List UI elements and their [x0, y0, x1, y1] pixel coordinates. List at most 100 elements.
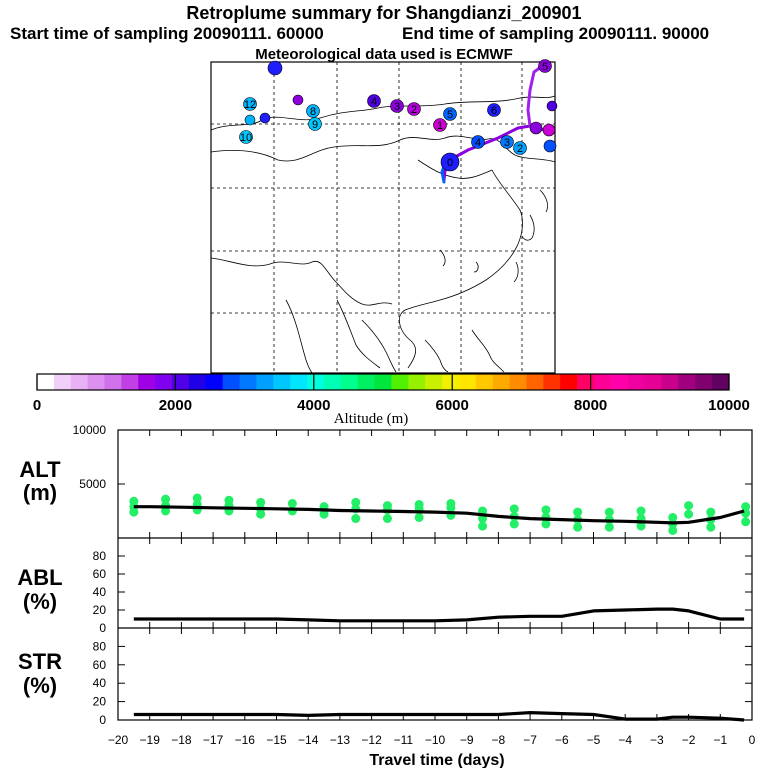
x-tick-label: −16	[235, 733, 256, 747]
colorbar-cell	[593, 374, 612, 390]
y-tick-label: 10000	[73, 423, 107, 437]
map-marker-label: 5	[447, 109, 453, 121]
colorbar-cell	[661, 374, 679, 390]
alt-scatter-point	[604, 507, 614, 517]
map-marker	[440, 152, 460, 172]
map-marker-label: 2	[411, 104, 417, 116]
colorbar-cell	[87, 374, 106, 390]
colorbar-cell	[239, 374, 257, 390]
alt-scatter-point	[287, 498, 297, 508]
str-unit: (%)	[23, 673, 57, 698]
colorbar-ticks: 0 2000 4000 6000 8000 10000	[33, 374, 750, 414]
colorbar-cell	[70, 374, 89, 390]
alt-scatter-point	[414, 512, 424, 522]
alt-scatter-point	[636, 506, 646, 516]
colorbar-cell	[340, 374, 359, 390]
x-tick-label: −11	[394, 733, 414, 747]
map-marker	[513, 141, 527, 155]
colorbar-cell	[695, 374, 713, 390]
alt-scatter-point	[541, 505, 551, 515]
x-tick-label: −20	[108, 733, 129, 747]
alt-scatter-point	[414, 500, 424, 510]
y-tick-label: 40	[93, 585, 107, 599]
str-series-line	[133, 711, 745, 722]
x-tick-label: 0	[749, 733, 756, 747]
alt-panel: 10000 5000	[73, 423, 753, 538]
x-tick-label: −12	[361, 733, 382, 747]
alt-scatter-point	[351, 514, 361, 524]
map-marker-label: 5	[542, 61, 548, 73]
map-marker-label: 10	[240, 132, 252, 144]
map-marker	[538, 59, 552, 73]
colorbar-cell	[627, 374, 646, 390]
map-marker	[308, 117, 322, 131]
abl-label: ABL	[17, 565, 62, 590]
colorbar-cell	[712, 374, 730, 390]
map-marker-label: 8	[310, 106, 316, 118]
map-marker	[239, 130, 253, 144]
colorbar-cell	[205, 374, 224, 390]
x-tick-label: −1	[713, 733, 727, 747]
colorbar-cell	[475, 374, 494, 390]
colorbar-cell	[121, 374, 139, 390]
map-marker-dot	[543, 139, 557, 153]
colorbar-cell	[357, 374, 376, 390]
map-marker	[433, 118, 447, 132]
colorbar-cell	[307, 374, 325, 390]
abl-unit: (%)	[23, 589, 57, 614]
map-marker	[471, 135, 485, 149]
alt-series-line	[133, 505, 745, 525]
map-marker-dot	[244, 114, 256, 126]
alt-scatter-point	[509, 504, 519, 514]
panel-frames	[117, 429, 753, 721]
alt-scatter-point	[706, 507, 716, 517]
map-marker-label: 2	[517, 143, 523, 155]
colorbar-cell	[290, 374, 308, 390]
colorbar-cell	[442, 374, 460, 390]
colorbar-cell	[509, 374, 527, 390]
alt-scatter-point	[224, 495, 234, 505]
map-marker	[390, 99, 404, 113]
map-marker-dot	[546, 100, 558, 112]
colorbar-cell	[526, 374, 544, 390]
map-marker-label: 1	[437, 120, 443, 132]
colorbar-cell	[138, 374, 156, 390]
colorbar-cell	[323, 374, 342, 390]
alt-scatter-point	[573, 507, 583, 517]
map-marker	[500, 135, 514, 149]
alt-scatter-point	[319, 509, 329, 519]
colorbar-cell	[644, 374, 662, 390]
end-time-label: End time of sampling 20090111. 90000	[402, 24, 710, 43]
colorbar-tick-label: 4000	[297, 397, 330, 414]
str-panel: 80 60 40 20 0	[93, 628, 753, 727]
x-axis-label: Travel time (days)	[369, 752, 504, 768]
alt-scatter-point	[446, 498, 456, 508]
colorbar-cell	[273, 374, 291, 390]
alt-scatter-point	[478, 521, 488, 531]
map-marker-label: 4	[371, 96, 377, 108]
colorbar-cell	[391, 374, 409, 390]
colorbar-cell	[256, 374, 274, 390]
map-marker-label: 3	[394, 101, 400, 113]
alt-scatter-point	[684, 501, 694, 511]
map-marker	[243, 97, 257, 111]
y-tick-label: 60	[93, 567, 107, 581]
x-tick-label: −7	[523, 733, 537, 747]
map-marker-dot	[529, 121, 543, 135]
abl-series-line	[133, 607, 745, 623]
colorbar-cell	[425, 374, 443, 390]
alt-scatter-point	[541, 519, 551, 529]
y-tick-label: 80	[93, 639, 107, 653]
alt-scatter-point	[382, 514, 392, 524]
x-tick-label: −5	[587, 733, 601, 747]
colorbar-tick-label: 0	[33, 397, 41, 414]
map-marker	[306, 104, 320, 118]
map-marker-label: 0	[447, 157, 453, 169]
alt-scatter-point	[382, 501, 392, 511]
colorbar-cell	[222, 374, 241, 390]
panels-outer-frame	[117, 429, 753, 721]
x-tick-label: −10	[425, 733, 446, 747]
map-marker	[407, 102, 421, 116]
